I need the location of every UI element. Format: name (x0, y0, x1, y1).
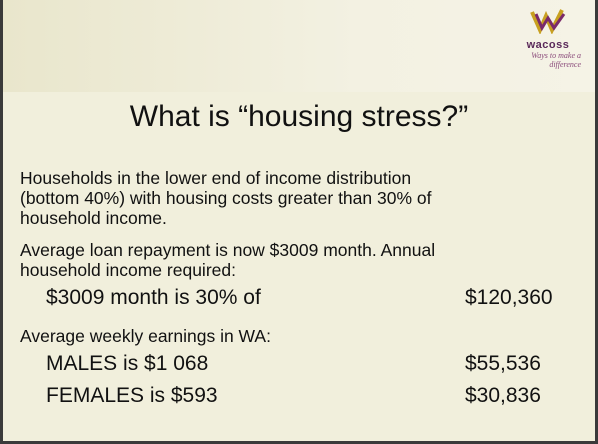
row-amount: $55,536 (465, 352, 541, 375)
earnings-row: MALES is $1 068 $55,536 (46, 352, 566, 376)
paragraph: Households in the lower end of income di… (20, 168, 432, 228)
row-label: $3009 month is 30% of (46, 286, 261, 309)
paragraph: Average weekly earnings in WA: (20, 326, 271, 346)
logo-name: wacoss (526, 39, 570, 51)
logo-mark (530, 9, 566, 35)
row-label: MALES is $1 068 (46, 352, 209, 375)
row-label: FEMALES is $593 (46, 384, 218, 407)
earnings-row: FEMALES is $593 $30,836 (46, 384, 566, 408)
logo-tagline: Ways to make a difference (531, 51, 581, 69)
header-band (3, 0, 595, 92)
row-amount: $120,360 (465, 286, 553, 309)
slide-title: What is “housing stress?” (129, 100, 469, 133)
required-row: $3009 month is 30% of $120,360 (46, 286, 566, 310)
row-amount: $30,836 (465, 384, 541, 407)
paragraph: Average loan repayment is now $3009 mont… (20, 240, 436, 280)
logo: wacoss Ways to make a difference (509, 8, 587, 69)
